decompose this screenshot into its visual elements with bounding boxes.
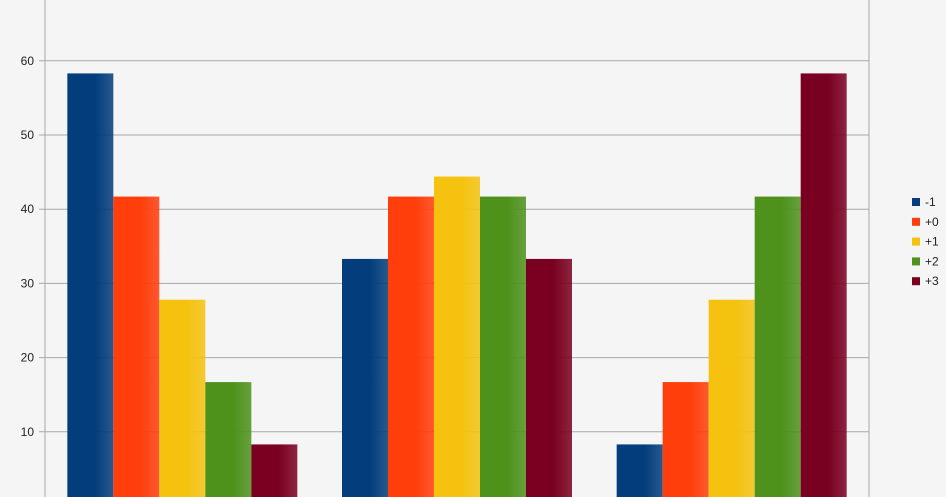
bar-series-3-cat-1: [480, 196, 526, 497]
bar-series-2-cat-2: [708, 299, 755, 497]
bar-series-1-cat-1: [388, 196, 434, 497]
bar-series-2-cat-0: [159, 299, 206, 497]
y-tick-label: 40: [21, 202, 35, 216]
bar-series-2-cat-1: [434, 176, 480, 497]
y-tick-label: 20: [21, 351, 35, 365]
bar-series-0-cat-0: [67, 73, 114, 497]
bar-series-4-cat-2: [800, 73, 847, 497]
legend-swatch: [912, 217, 920, 226]
legend-label: +0: [925, 215, 939, 229]
bar-series-4-cat-1: [526, 258, 572, 497]
legend-swatch: [912, 257, 920, 266]
legend-swatch: [912, 198, 920, 206]
legend-swatch: [912, 277, 920, 286]
y-tick-label: 50: [21, 128, 35, 142]
bar-series-3-cat-2: [754, 196, 801, 497]
bar-series-0-cat-1: [342, 258, 388, 497]
legend-label: +3: [925, 274, 939, 288]
legend-swatch: [912, 237, 920, 246]
y-tick-label: 30: [21, 276, 35, 290]
legend-label: +1: [925, 235, 939, 249]
bar-series-1-cat-2: [662, 382, 709, 497]
bar-series-4-cat-0: [251, 444, 298, 497]
bar-series-1-cat-0: [113, 196, 160, 497]
legend-label: +2: [925, 254, 939, 268]
legend-label: -1: [925, 195, 936, 209]
y-tick-label: 60: [21, 54, 35, 68]
bar-series-3-cat-0: [205, 382, 252, 497]
bar-series-0-cat-2: [616, 444, 663, 497]
y-tick-label: 10: [21, 425, 35, 439]
